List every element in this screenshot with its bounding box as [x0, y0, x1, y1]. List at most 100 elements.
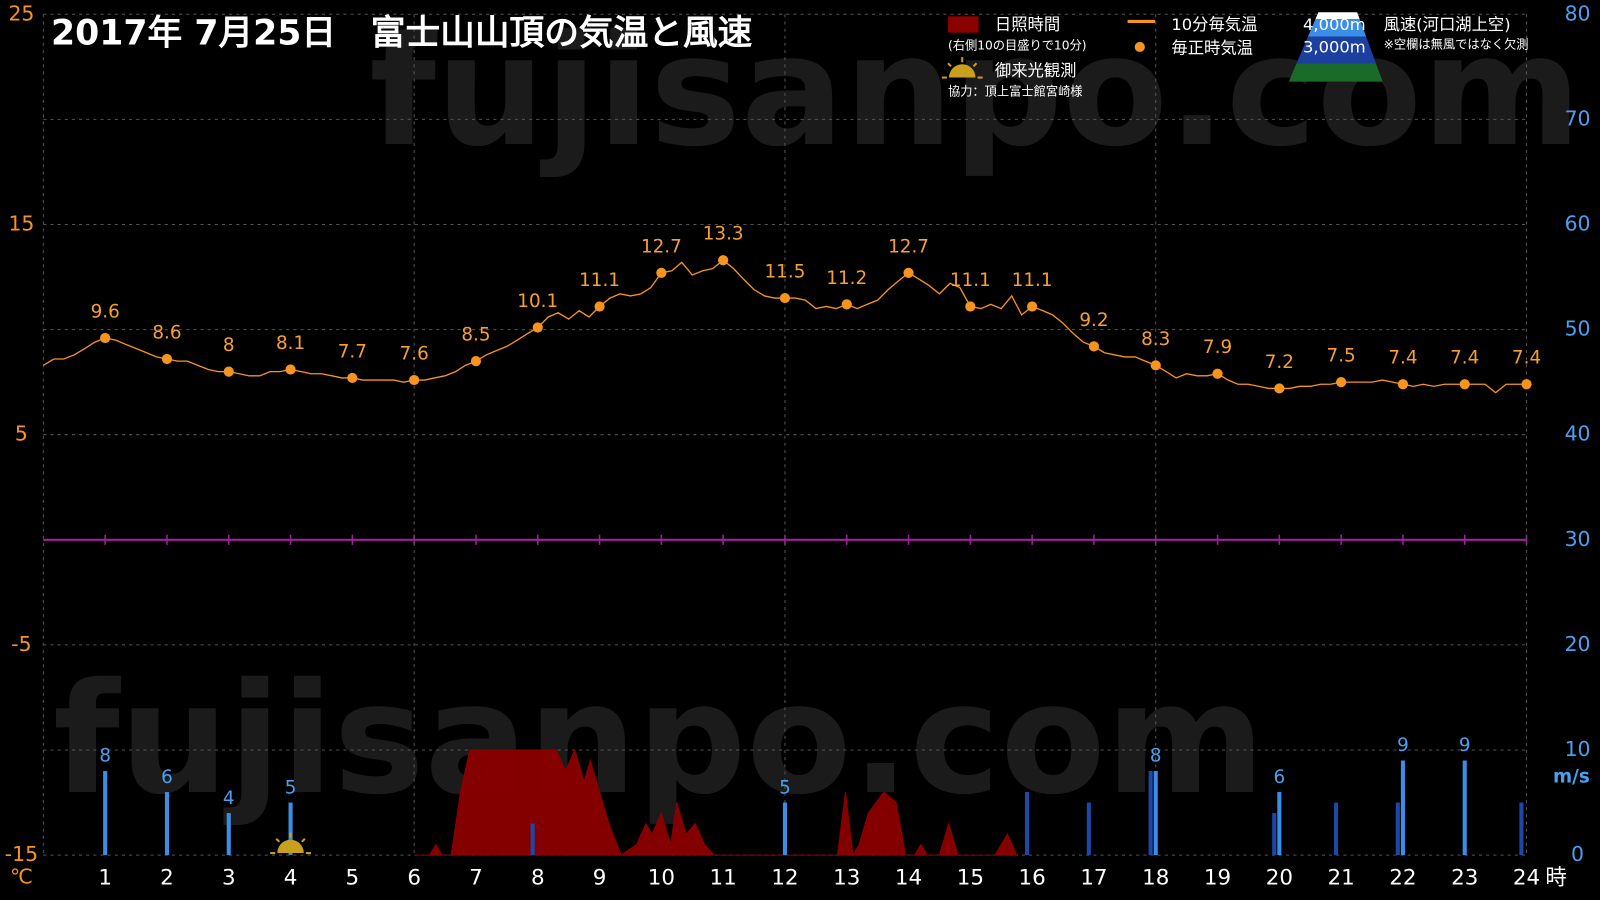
- sunshine-area: [414, 748, 1018, 857]
- legend-swatch: [947, 16, 979, 33]
- data-label: 8.1: [276, 333, 305, 354]
- y-unit: ℃: [10, 865, 33, 889]
- y2-unit: m/s: [1553, 767, 1590, 788]
- hourly-point: [718, 255, 729, 266]
- x-tick-label: 5: [346, 866, 360, 891]
- wind-bar: [1462, 760, 1467, 856]
- data-label: 7.4: [1388, 348, 1417, 369]
- hourly-point: [594, 301, 605, 312]
- data-label: 5: [285, 777, 297, 798]
- data-label: 9.2: [1079, 310, 1108, 331]
- wind-bar: [1025, 792, 1030, 856]
- legend-swatch: [1134, 41, 1145, 53]
- y2-tick-label: 30: [1565, 527, 1591, 551]
- credit: 協力：頂上富士館宮崎様: [948, 83, 1083, 98]
- data-label: 6: [161, 767, 173, 788]
- x-tick-label: 10: [648, 866, 675, 891]
- watermarks: fujisanpo.com fujisanpo.com: [53, 3, 1581, 829]
- y-tick-label: -5: [11, 632, 31, 656]
- data-label: 7.4: [1512, 348, 1541, 369]
- x-tick-label: 9: [593, 866, 607, 891]
- data-label: 7.7: [338, 341, 367, 362]
- hourly-point: [1150, 360, 1161, 371]
- data-label: 9: [1397, 735, 1409, 756]
- data-label: 5: [779, 777, 791, 798]
- data-label: 8.6: [152, 323, 181, 344]
- hourly-point: [1027, 301, 1038, 312]
- hourly-point: [1521, 379, 1532, 390]
- legend-label: 日照時間: [995, 15, 1060, 34]
- data-label: 9: [1459, 735, 1471, 756]
- sun-icon: [941, 57, 983, 79]
- legend-label: 4,000m: [1303, 15, 1366, 34]
- hourly-point: [779, 292, 791, 304]
- y-tick-label: 5: [15, 422, 28, 446]
- data-label: 11.2: [826, 268, 867, 289]
- x-tick-label: 14: [895, 866, 922, 891]
- x-tick-label: 7: [469, 866, 483, 891]
- hourly-point: [1397, 379, 1409, 390]
- sun-ray: [301, 838, 306, 843]
- wind-bar: [782, 802, 787, 856]
- hourly-point: [841, 299, 852, 310]
- hourly-point: [470, 356, 482, 367]
- y2-tick-label: 20: [1565, 632, 1591, 656]
- hourly-point: [285, 364, 296, 375]
- legend: 2017年 7月25日 富士山山頂の気温と風速 日照時間 (右側10の目盛りで1…: [51, 12, 1529, 98]
- hourly-point: [656, 267, 667, 278]
- wind-bar: [1153, 771, 1158, 856]
- y-tick-label: -15: [5, 842, 38, 866]
- x-tick-label: 13: [833, 866, 860, 891]
- hourly-point: [1336, 377, 1347, 388]
- wind-bar: [1272, 813, 1277, 856]
- x-tick-label: 3: [222, 866, 236, 891]
- x-tick-label: 12: [771, 866, 798, 891]
- x-unit: 時: [1545, 866, 1566, 891]
- data-label: 4: [223, 788, 235, 809]
- x-tick-label: 20: [1266, 866, 1293, 891]
- x-tick-label: 18: [1142, 866, 1169, 891]
- wind-bar: [1519, 802, 1524, 856]
- wind-bar: [1395, 802, 1400, 856]
- y2-tick-label: 50: [1565, 317, 1591, 341]
- data-label: 7.6: [400, 344, 429, 365]
- y2-tick-label: 0: [1571, 842, 1584, 866]
- legend-title: 風速(河口湖上空): [1384, 15, 1511, 34]
- data-label: 12.7: [641, 236, 682, 257]
- data-label: 7.9: [1203, 337, 1232, 358]
- legend-note: ※空欄は無風ではなく欠測: [1384, 36, 1529, 51]
- wind-bar: [1333, 802, 1339, 856]
- marks: 8 6 4 5 5 8 6 9 9 9.6 8.6 8 8.1 7.7 7.6 8.5 10.1 11.1 12.7…: [43, 224, 1541, 857]
- hourly-point: [1459, 379, 1470, 390]
- wind-bar: [1148, 771, 1153, 856]
- legend-label: 10分毎気温: [1171, 15, 1257, 34]
- data-label: 8: [1150, 746, 1162, 767]
- legend-label: 御来光観測: [995, 61, 1077, 80]
- hourly-point: [965, 301, 976, 312]
- hourly-point: [903, 267, 914, 278]
- x-tick-label: 15: [957, 866, 984, 891]
- wind-bar: [1277, 792, 1282, 856]
- watermark: fujisanpo.com: [369, 3, 1581, 181]
- wind-bar: [1086, 802, 1091, 856]
- x-tick-label: 24: [1513, 866, 1540, 891]
- x-tick-label: 8: [531, 866, 545, 891]
- data-label: 11.1: [950, 270, 991, 291]
- data-label: 7.5: [1327, 346, 1356, 367]
- hourly-point: [1274, 383, 1285, 394]
- x-tick-label: 17: [1080, 866, 1107, 891]
- hourly-point: [223, 366, 234, 377]
- data-label: 11.1: [1012, 270, 1053, 291]
- y-tick-label: 15: [8, 211, 34, 235]
- wind-bar: [103, 771, 108, 856]
- y2-tick-label: 60: [1565, 211, 1591, 235]
- data-label: 11.1: [579, 270, 620, 291]
- sunrise-marker: [270, 832, 311, 855]
- hourly-point: [1212, 368, 1223, 379]
- mountain-icon: [1288, 12, 1383, 82]
- data-label: 6: [1273, 767, 1285, 788]
- y-tick-label: 25: [8, 1, 34, 25]
- x-tick-label: 6: [407, 866, 421, 891]
